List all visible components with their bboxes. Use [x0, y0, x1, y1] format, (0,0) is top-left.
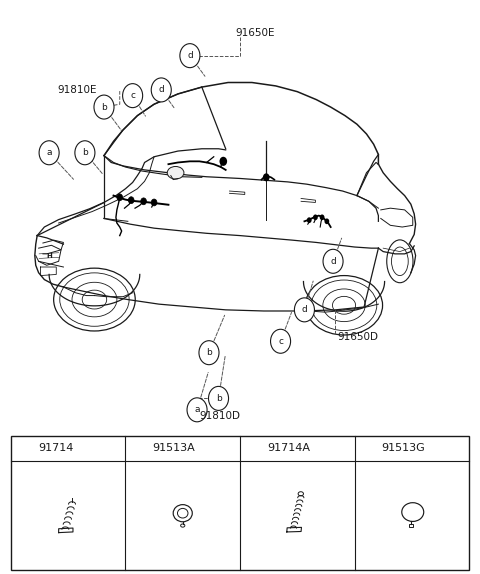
Circle shape [307, 218, 312, 223]
Text: H: H [46, 253, 52, 258]
Circle shape [243, 439, 258, 457]
Text: a: a [19, 444, 24, 453]
Text: b: b [206, 348, 212, 357]
Circle shape [128, 197, 134, 204]
Text: c: c [278, 337, 283, 346]
Circle shape [324, 219, 329, 224]
Text: d: d [158, 86, 164, 95]
Text: 91513A: 91513A [153, 443, 195, 453]
Text: d: d [301, 305, 307, 315]
Text: d: d [330, 257, 336, 266]
Text: a: a [47, 148, 52, 157]
Ellipse shape [167, 166, 184, 179]
Circle shape [151, 78, 171, 102]
Circle shape [199, 341, 219, 364]
FancyBboxPatch shape [11, 436, 469, 570]
Circle shape [141, 198, 146, 205]
Text: b: b [133, 444, 139, 453]
Circle shape [320, 215, 324, 220]
Circle shape [151, 199, 157, 206]
Text: b: b [82, 148, 88, 157]
Text: b: b [216, 394, 221, 403]
Text: b: b [101, 103, 107, 111]
Text: 91650E: 91650E [235, 28, 275, 38]
Text: 91810D: 91810D [199, 410, 240, 421]
Text: 91714: 91714 [38, 443, 73, 453]
Circle shape [323, 249, 343, 273]
Text: d: d [362, 444, 368, 453]
Circle shape [263, 173, 270, 181]
Circle shape [39, 141, 59, 165]
Text: 91810E: 91810E [57, 85, 97, 95]
Text: c: c [248, 444, 253, 453]
Circle shape [75, 141, 95, 165]
Circle shape [122, 84, 143, 108]
Circle shape [14, 439, 29, 457]
Circle shape [128, 439, 144, 457]
Circle shape [117, 194, 122, 201]
Text: 91714A: 91714A [267, 443, 310, 453]
Text: 91513G: 91513G [382, 443, 425, 453]
Circle shape [208, 386, 228, 410]
Circle shape [187, 398, 207, 422]
Text: d: d [187, 51, 193, 60]
Circle shape [219, 157, 227, 166]
Circle shape [358, 439, 372, 457]
Text: c: c [130, 91, 135, 100]
Circle shape [294, 298, 314, 322]
Text: a: a [194, 405, 200, 414]
Text: 91650D: 91650D [338, 332, 379, 342]
Circle shape [313, 215, 318, 220]
Circle shape [94, 95, 114, 119]
Circle shape [271, 329, 290, 353]
Circle shape [180, 44, 200, 68]
